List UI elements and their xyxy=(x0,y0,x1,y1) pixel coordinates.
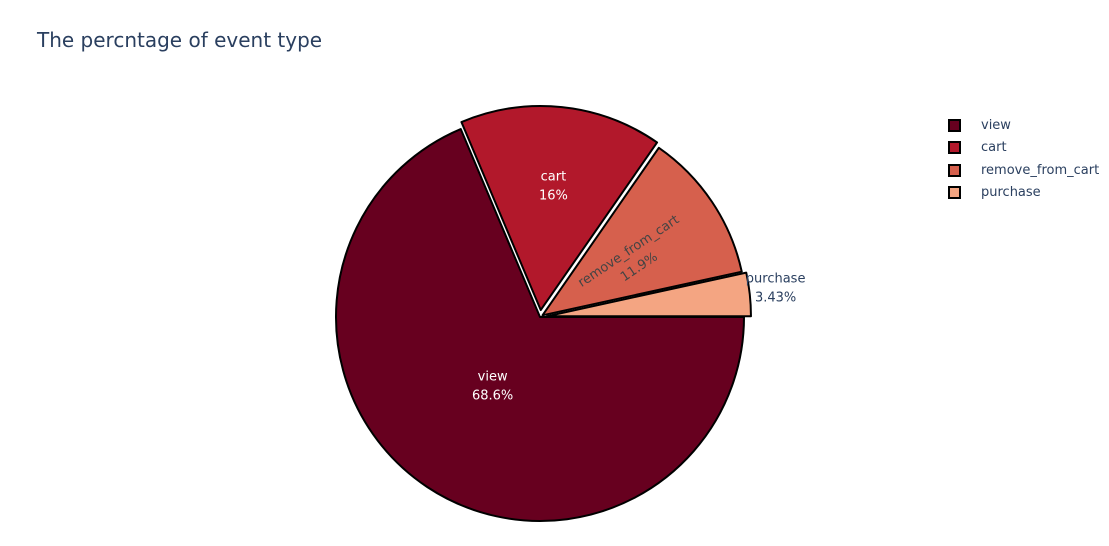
slice-label-view: view 68.6% xyxy=(472,369,513,403)
legend-label-purchase: purchase xyxy=(981,185,1041,201)
pie-slice-cart[interactable] xyxy=(460,105,659,312)
slice-label-percent-purchase: 3.43% xyxy=(755,290,796,305)
chart-title: The percntage of event type xyxy=(37,28,323,52)
slice-label-cart: cart 16% xyxy=(539,169,568,203)
legend-swatch-view xyxy=(948,118,961,132)
legend-item-purchase[interactable]: purchase xyxy=(948,182,1099,205)
slice-label-name-view: view xyxy=(478,369,508,384)
legend-label-cart: cart xyxy=(981,140,1007,156)
legend-item-view[interactable]: view xyxy=(948,114,1099,137)
slice-label-name-purchase: purchase xyxy=(746,271,806,286)
pie-slice-remove-from-cart[interactable] xyxy=(541,146,743,317)
legend-label-remove-from-cart: remove_from_cart xyxy=(981,162,1100,178)
pie-slice-purchase[interactable] xyxy=(545,271,752,318)
legend: view cart remove_from_cart purchase xyxy=(948,114,1099,204)
slice-label-purchase: purchase 3.43% xyxy=(746,271,806,305)
slice-label-percent-view: 68.6% xyxy=(472,388,513,403)
legend-swatch-purchase xyxy=(948,186,961,200)
legend-swatch-cart xyxy=(948,141,961,155)
legend-item-remove-from-cart[interactable]: remove_from_cart xyxy=(948,159,1099,182)
slice-label-name-cart: cart xyxy=(541,169,567,184)
legend-item-cart[interactable]: cart xyxy=(948,137,1099,160)
legend-swatch-remove-from-cart xyxy=(948,163,961,177)
legend-label-view: view xyxy=(981,117,1011,133)
pie-slice-view[interactable] xyxy=(335,128,745,522)
slice-label-percent-cart: 16% xyxy=(539,188,568,203)
